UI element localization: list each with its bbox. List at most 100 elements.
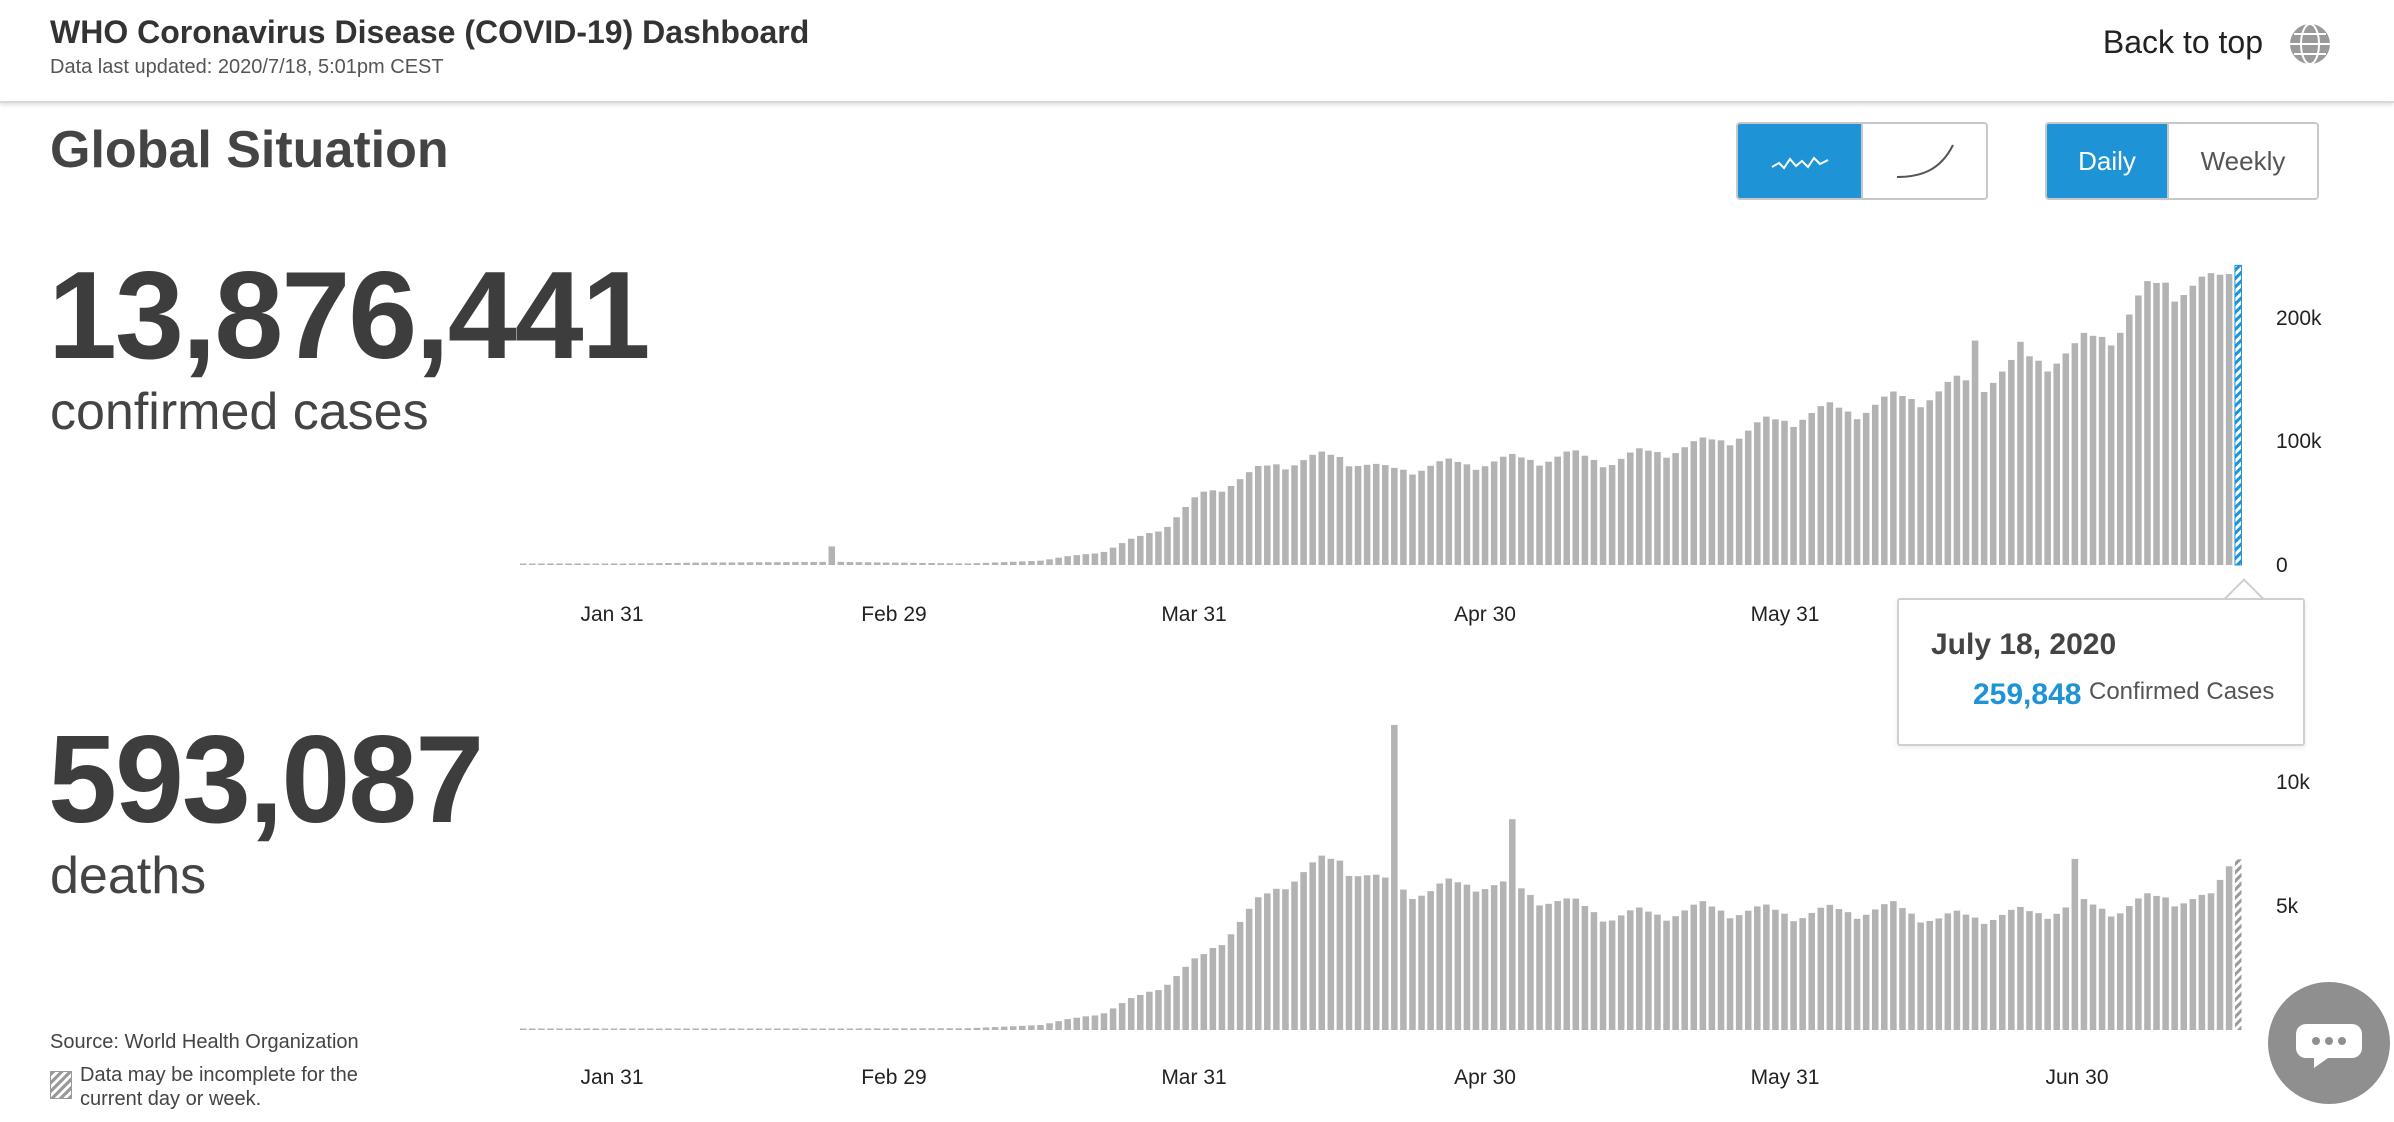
chart-bar [1944,381,1952,565]
chart-bar [1744,430,1752,565]
chart-bar [1962,380,1970,565]
chart-bar [746,1028,754,1030]
chart-bar [2107,345,2115,565]
chart-bar [1109,1008,1117,1030]
chart-bar [520,563,527,565]
chart-bar [2162,897,2169,1030]
chart-bar [1236,479,1244,565]
chart-bar [1844,912,1852,1030]
chart-bar [683,1028,690,1030]
chat-button[interactable] [2268,982,2390,1104]
chart-bar [2180,903,2188,1030]
chart-bar [1436,883,1443,1030]
chart-bar [1146,991,1153,1030]
chart-bar [1055,1021,1062,1030]
chart-bar [1445,458,1453,565]
chart-bar [547,563,554,565]
chart-bar [810,1028,817,1030]
chart-bar [1790,921,1797,1030]
chart-bar [1209,490,1217,565]
chart-bar [1245,472,1253,565]
chart-bar [1218,491,1226,565]
chart-bar [1073,1017,1081,1030]
chart-bar [1926,920,1933,1030]
chart-bar [1490,885,1498,1030]
chart-bar [1599,467,1607,565]
deaths-chart: Jan 31 Feb 29 Mar 31 Apr 30 May 31 Jun 30 5k 10… [520,724,2310,1089]
chart-bar [1336,860,1344,1030]
chart-bar [1626,452,1634,565]
chart-bar [928,1028,935,1030]
chart-bar [1917,407,1924,565]
chart-bar [1908,399,1915,565]
chart-bar [592,1028,600,1030]
chart-bar [529,563,536,565]
chart-bar [982,562,990,565]
chart-bar [610,1028,618,1030]
chart-bar [583,563,591,565]
chart-bar [1980,392,1988,565]
chart-bar [1309,454,1316,565]
chart-bar [1037,1025,1044,1030]
chart-bar [2035,360,2042,565]
chart-bar [2135,295,2142,565]
chart-bar [1636,907,1643,1030]
chart-bar [1391,467,1398,565]
chart-bar [2171,301,2178,565]
chart-bar [1971,917,1979,1030]
chart-bar [710,562,718,565]
chart-bar [547,1028,554,1030]
chart-bar [1590,459,1598,565]
chart-bar [1073,555,1081,565]
period-toggle: Daily Weekly [2045,122,2319,200]
bar-chart-toggle-button[interactable] [1738,124,1861,198]
chart-bar [1545,903,1552,1030]
chart-bar [1953,375,1961,565]
chart-bar [764,562,772,565]
chart-bar [692,562,699,565]
chart-bar [1890,901,1897,1030]
chart-bar [1509,453,1516,565]
weekly-button[interactable]: Weekly [2167,124,2317,198]
chart-bar [1354,465,1362,565]
chart-bar [1654,914,1661,1030]
chart-bar [1236,921,1244,1030]
line-chart-toggle-button[interactable] [1861,124,1986,198]
chart-bar [1137,994,1144,1030]
chart-bar [647,1028,654,1030]
chart-bar [1871,909,1879,1030]
chart-bar [656,563,663,565]
chart-bar [2153,895,2160,1030]
chart-bar [1028,561,1035,565]
chart-bar [619,563,627,565]
chart-bar [2198,894,2206,1030]
chart-bar [2180,295,2188,565]
chart-bar [746,562,754,565]
daily-button[interactable]: Daily [2047,124,2167,198]
chart-bar [1608,920,1616,1030]
chart-bar [1454,882,1462,1030]
chart-bar [1781,913,1788,1030]
chart-bar [719,562,727,565]
chart-bar [1817,406,1825,565]
chart-bar [2116,913,2124,1030]
chart-bar [2135,898,2142,1030]
chart-bar [1536,465,1543,565]
chart-bar [882,562,890,565]
chart-bar [610,563,618,565]
chart-bar [583,1028,591,1030]
chart-bar [1137,535,1144,565]
chart-bar [1118,1003,1126,1030]
globe-icon[interactable] [2288,22,2332,66]
chart-bar [1763,416,1770,565]
chart-bar [1318,451,1326,565]
chart-bar [1617,915,1625,1030]
back-to-top-link[interactable]: Back to top [2102,24,2263,60]
chart-bar [1663,920,1670,1030]
chart-bar [601,1028,609,1030]
chart-bar [1509,819,1516,1030]
chart-bar [1155,990,1162,1030]
chart-bar [529,1028,536,1030]
chart-bar [1327,454,1335,565]
chart-bar [783,1028,790,1030]
